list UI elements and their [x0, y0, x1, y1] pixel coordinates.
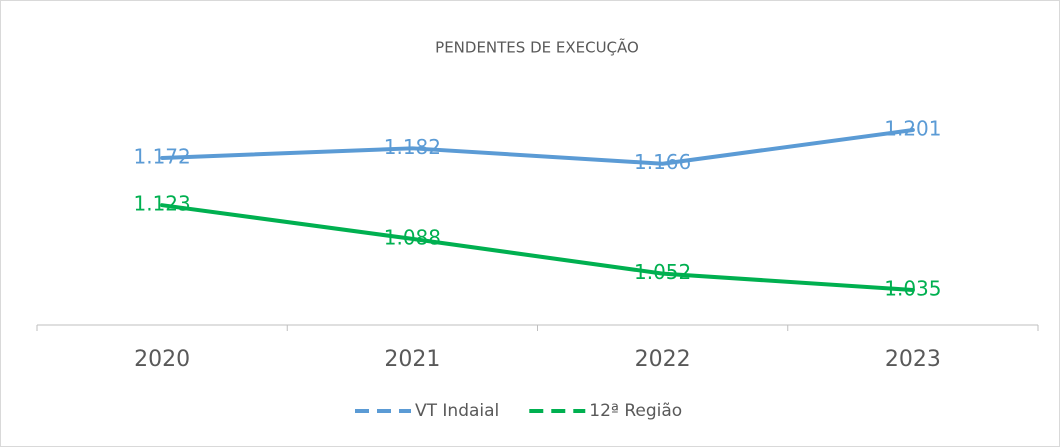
- data-label: 1.035: [884, 277, 941, 301]
- x-tick-label: 2023: [885, 347, 941, 372]
- data-label: 1.088: [384, 225, 441, 249]
- data-label: 1.201: [884, 117, 941, 141]
- data-label: 1.166: [634, 150, 691, 174]
- legend-label: 12ª Região: [589, 401, 682, 421]
- data-label: 1.182: [384, 135, 441, 159]
- data-label: 1.172: [133, 144, 190, 168]
- chart-title: PENDENTES DE EXECUÇÃO: [435, 38, 639, 57]
- data-label: 1.123: [133, 192, 190, 216]
- x-tick-label: 2021: [384, 347, 440, 372]
- series-line: [160, 203, 915, 292]
- legend-label: VT Indaial: [415, 401, 499, 421]
- x-tick-label: 2020: [134, 347, 190, 372]
- x-tick-label: 2022: [635, 347, 691, 372]
- data-label: 1.052: [634, 260, 691, 284]
- series-line: [160, 128, 915, 166]
